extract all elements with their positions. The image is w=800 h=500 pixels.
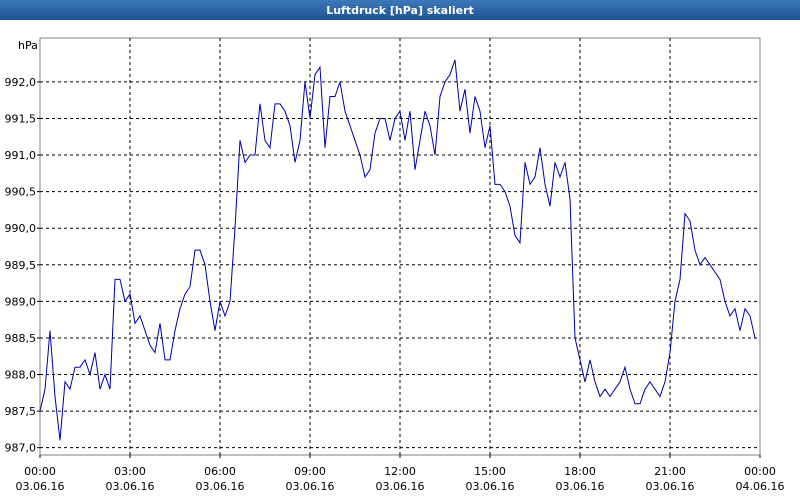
x-tick-label: 21:00 03.06.16 (646, 465, 695, 493)
x-tick-label: 09:00 03.06.16 (286, 465, 335, 493)
y-tick-label: 989,0 (5, 295, 37, 308)
y-tick-label: 990,0 (5, 222, 37, 235)
y-tick-label: 987,5 (5, 405, 37, 418)
y-tick-label: 988,0 (5, 369, 37, 382)
x-tick-label: 12:00 03.06.16 (376, 465, 425, 493)
y-tick-label: 987,0 (5, 442, 37, 455)
y-tick-label: 991,5 (5, 112, 37, 125)
y-tick-label: 990,5 (5, 186, 37, 199)
chart-title: Luftdruck [hPa] skaliert (326, 4, 474, 17)
x-tick-label: 18:00 03.06.16 (556, 465, 605, 493)
x-tick-label: 00:00 03.06.16 (16, 465, 65, 493)
title-bar (0, 0, 800, 20)
y-tick-label: 988,5 (5, 332, 37, 345)
y-tick-label: 989,5 (5, 259, 37, 272)
y-axis-label: hPa (18, 39, 38, 52)
plot-area (39, 37, 761, 456)
x-tick-label: 03:00 03.06.16 (106, 465, 155, 493)
x-tick-label: 00:00 04.06.16 (736, 465, 785, 493)
y-tick-label: 992,0 (5, 76, 37, 89)
y-tick-label: 991,0 (5, 149, 37, 162)
data-line (39, 59, 756, 441)
x-tick-label: 06:00 03.06.16 (196, 465, 245, 493)
x-tick-label: 15:00 03.06.16 (466, 465, 515, 493)
